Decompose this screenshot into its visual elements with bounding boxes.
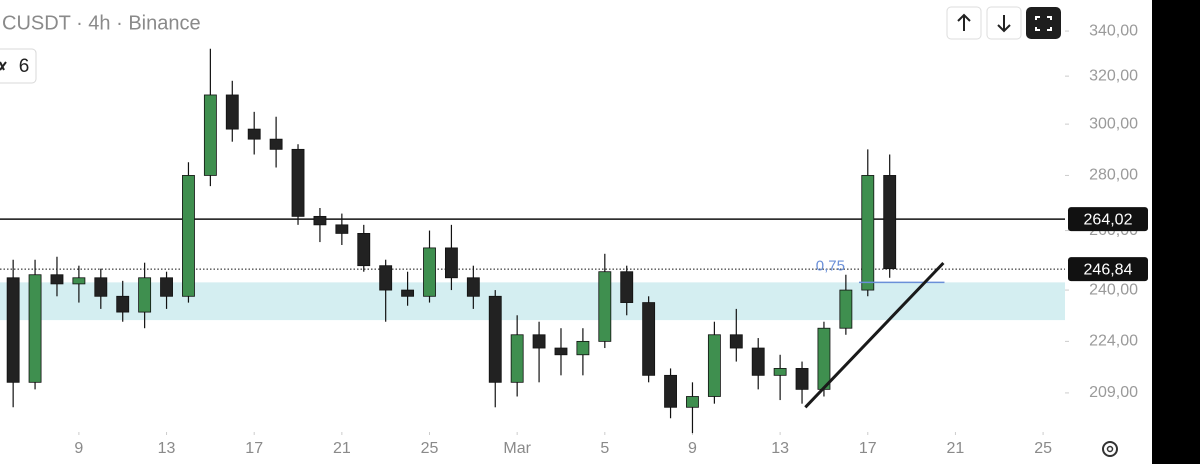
candle-body [269,138,283,150]
candle-body [686,396,699,408]
price-badge-label: 246,84 [1084,261,1133,278]
y-tick-label: 240,00 [1089,281,1138,298]
candle-body [883,175,897,270]
candle-body [576,340,590,356]
fib-label: 0,75 [816,257,845,274]
candle-body [401,289,415,297]
candle-body [116,295,130,313]
x-tick-label: 9 [688,440,697,457]
candle-body [488,295,502,383]
settings-icon-center [1106,445,1114,453]
candle-body [50,274,64,285]
up-icon [957,13,971,31]
candle-body [729,334,743,349]
candle-body [707,334,721,397]
y-tick-label: 300,00 [1089,115,1138,132]
candle-body [664,374,677,408]
x-tick-label: 25 [421,440,439,457]
x-tick-label: 21 [947,440,965,457]
candle-body [598,271,612,342]
down-icon [997,15,1011,33]
candle-body [751,347,765,376]
x-tick-label: 25 [1034,440,1052,457]
candle-body [817,327,831,390]
candle-body [72,277,86,285]
candle-body [160,277,173,297]
interval-count: 6 [19,56,30,77]
plot: 0,75 [0,30,1069,435]
candle-body [466,277,480,297]
x-tick-label: 9 [74,440,83,457]
candle-body [554,347,568,356]
zone [0,282,1065,321]
fullscreen-button[interactable] [1026,7,1061,39]
candle-body [444,247,458,279]
candle-body [203,94,217,176]
candle-body [773,368,787,376]
candle-body [313,215,327,226]
candle-body [291,148,305,217]
y-tick-label: 340,00 [1089,22,1138,39]
candle-body [6,277,20,383]
candle-body [642,302,656,376]
candle-body [225,94,239,130]
candle-body [94,277,108,297]
candle-body [28,274,42,383]
candle-body [423,247,436,297]
y-tick-label: 209,00 [1089,384,1138,401]
candle-body [335,224,349,234]
price-badge [1068,207,1148,232]
candle-body [861,175,875,291]
candle-body [247,128,261,140]
symbol-title: CUSDT · 4h · Binance [2,12,201,34]
x-tick-label: 13 [158,440,176,457]
trend-line [804,261,945,409]
candle-body [138,277,152,313]
candle-body [357,233,371,267]
candle-body [182,175,195,297]
price-badge-label: 264,02 [1084,211,1133,228]
x-tick-label: 17 [245,440,263,457]
fullscreen-icon [1035,16,1052,31]
y-tick-label: 224,00 [1089,333,1138,350]
settings-icon[interactable] [1102,441,1118,457]
y-tick-label: 320,00 [1089,67,1138,84]
interval-icon [0,61,7,71]
interval-box[interactable] [0,48,37,84]
x-tick-label: 5 [600,440,609,457]
candle-body [795,368,809,390]
x-tick-label: Mar [503,440,531,457]
candle-body [379,265,393,291]
price-badge [1068,257,1148,282]
x-tick-label: 13 [771,440,789,457]
candle-body [532,334,546,349]
x-tick-label: 17 [859,440,877,457]
x-tick-label: 21 [333,440,351,457]
right-edge [1152,0,1200,464]
candle-body [510,334,524,383]
y-tick-label: 280,00 [1089,167,1138,184]
candle-body [839,289,853,329]
candle-body [620,271,634,303]
